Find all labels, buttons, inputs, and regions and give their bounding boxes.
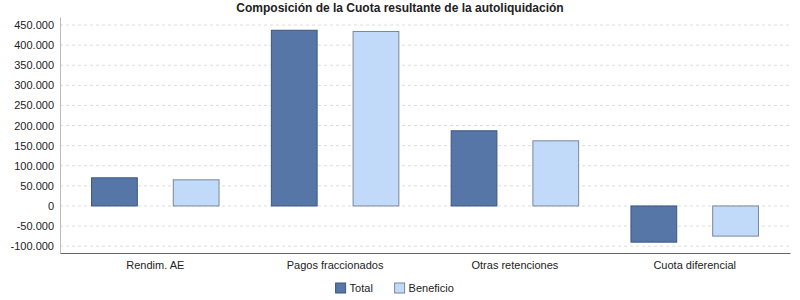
grid-line: [60, 125, 790, 126]
y-tick: 0: [48, 200, 60, 212]
grid-line: [60, 65, 790, 66]
bar: [631, 206, 677, 242]
y-tick: 400.000: [14, 39, 60, 51]
y-tick-label: 300.000: [14, 79, 54, 91]
y-tick: -100.000: [11, 240, 60, 252]
y-tick-label: 150.000: [14, 140, 54, 152]
x-tick-label: Pagos fraccionados: [287, 259, 384, 271]
bar: [451, 131, 497, 206]
x-axis: Rendim. AE Pagos fraccionados Otras retenc…: [61, 253, 791, 271]
grid-line: [60, 246, 790, 247]
title: Composición de la Cuota resultante de la…: [236, 1, 563, 15]
legend-swatch: [336, 283, 346, 293]
y-tick-label: 400.000: [14, 39, 54, 51]
bar: [173, 180, 219, 206]
legend-item: Beneficio: [395, 282, 454, 294]
y-tick: 150.000: [14, 140, 60, 152]
y-tick: 350.000: [14, 59, 60, 71]
bar: [271, 30, 317, 206]
x-tick: Rendim. AE: [126, 253, 184, 271]
x-tick-label: Rendim. AE: [126, 259, 184, 271]
grid-line: [60, 205, 790, 206]
y-tick: 300.000: [14, 79, 60, 91]
y-tick: 50.000: [20, 180, 60, 192]
y-tick-label: 350.000: [14, 59, 54, 71]
grid-line: [60, 185, 790, 186]
grid-line: [60, 25, 790, 26]
y-tick-label: 250.000: [14, 99, 54, 111]
grid-line: [60, 165, 790, 166]
y-tick: 250.000: [14, 99, 60, 111]
legend-label: Total: [350, 282, 373, 294]
y-axis: -100.000 -50.000 0 50.000 100.000 150.000 200.…: [11, 18, 61, 254]
legend-item: Total: [336, 282, 373, 294]
grid-line: [60, 45, 790, 46]
grid-line: [60, 85, 790, 86]
bar: [92, 178, 138, 206]
x-tick-label: Cuota diferencial: [653, 259, 736, 271]
y-tick-label: -50.000: [17, 220, 54, 232]
legend-swatch: [395, 283, 405, 293]
bar: [533, 141, 579, 206]
grid-line: [60, 226, 790, 227]
grid-line: [60, 145, 790, 146]
x-tick: Pagos fraccionados: [287, 253, 384, 271]
x-axis-line: [61, 253, 791, 254]
bar: [353, 31, 399, 205]
y-tick-label: -100.000: [11, 240, 54, 252]
y-tick-label: 200.000: [14, 120, 54, 132]
x-tick: Otras retenciones: [471, 253, 558, 271]
y-tick-label: 50.000: [20, 180, 54, 192]
y-axis-line: [60, 18, 61, 254]
x-tick: Cuota diferencial: [653, 253, 736, 271]
y-tick: 200.000: [14, 120, 60, 132]
y-tick: 100.000: [14, 160, 60, 172]
y-tick: 450.000: [14, 19, 60, 31]
bars: [92, 30, 759, 242]
grid: [60, 25, 790, 246]
y-tick: -50.000: [17, 220, 60, 232]
y-tick-label: 450.000: [14, 19, 54, 31]
y-tick-label: 0: [48, 200, 54, 212]
chart: Composición de la Cuota resultante de la…: [0, 0, 800, 300]
legend: Total Beneficio: [336, 282, 454, 294]
grid-line: [60, 105, 790, 106]
legend-label: Beneficio: [409, 282, 454, 294]
x-tick-label: Otras retenciones: [471, 259, 558, 271]
bar: [713, 206, 759, 236]
y-tick-label: 100.000: [14, 160, 54, 172]
